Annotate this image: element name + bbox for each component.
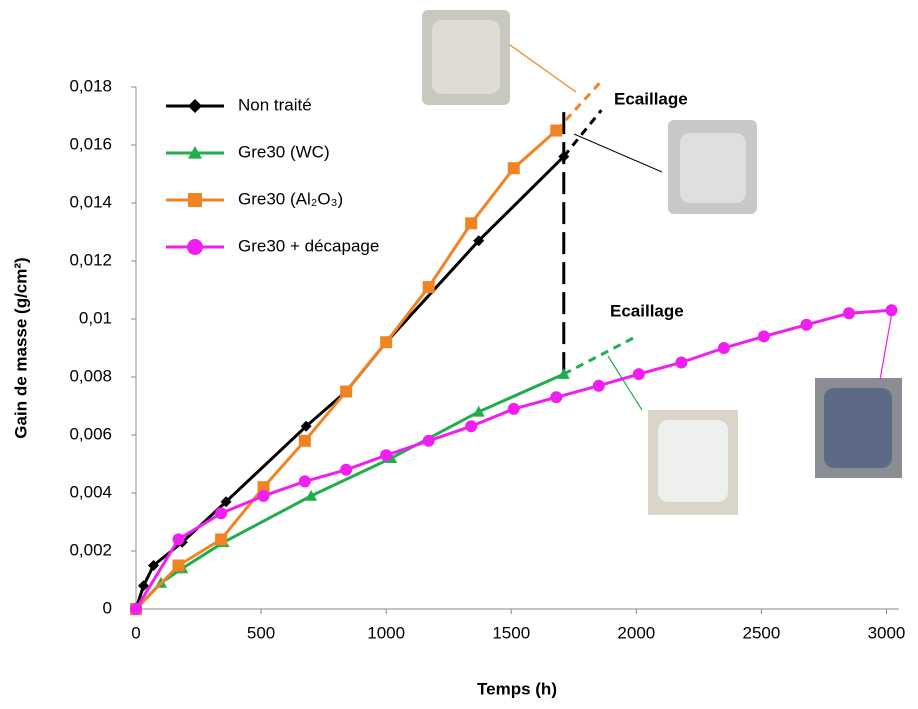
marker <box>422 281 435 294</box>
x-tick-label: 1500 <box>492 623 530 642</box>
legend-label: Gre30 (Al₂O₃) <box>238 189 343 208</box>
marker <box>257 481 270 494</box>
marker <box>340 463 353 476</box>
marker <box>298 475 311 488</box>
y-tick-label: 0,002 <box>69 540 112 559</box>
marker <box>340 385 353 398</box>
marker <box>257 489 270 502</box>
connector <box>879 311 893 381</box>
marker <box>300 420 312 432</box>
marker <box>130 603 142 615</box>
series-line <box>134 155 565 610</box>
marker <box>550 391 563 404</box>
x-tick-label: 0 <box>131 623 140 642</box>
marker <box>305 489 318 501</box>
connector <box>607 355 643 411</box>
y-tick-label: 0,014 <box>69 192 112 211</box>
sample-photo <box>824 388 892 468</box>
marker <box>473 235 485 247</box>
marker <box>717 342 730 354</box>
x-tick-label: 500 <box>247 623 275 642</box>
y-tick-label: 0 <box>103 598 112 617</box>
sample-photo <box>658 420 728 502</box>
y-tick-label: 0,01 <box>79 308 112 327</box>
marker <box>148 560 160 571</box>
marker <box>188 193 202 207</box>
marker <box>380 336 393 349</box>
marker <box>632 368 645 381</box>
y-tick-label: 0,016 <box>69 134 112 153</box>
y-tick-label: 0,018 <box>69 76 112 95</box>
extension-line <box>562 109 603 158</box>
marker <box>842 307 855 320</box>
x-axis-title: Temps (h) <box>477 679 557 698</box>
marker <box>187 239 203 255</box>
legend-label: Gre30 + décapage <box>238 236 379 255</box>
marker <box>800 318 813 331</box>
marker <box>172 559 185 572</box>
legend-label: Gre30 (WC) <box>238 142 330 161</box>
marker <box>220 496 232 508</box>
connector <box>573 133 663 173</box>
x-tick-label: 2000 <box>617 623 655 642</box>
marker <box>465 420 478 433</box>
series-line <box>134 372 565 611</box>
marker <box>472 405 485 417</box>
legend-label: Non traité <box>238 95 312 114</box>
series-line <box>134 308 892 610</box>
y-tick-label: 0,004 <box>69 482 112 501</box>
marker <box>757 330 770 343</box>
y-tick-label: 0,012 <box>69 250 112 269</box>
x-tick-label: 2500 <box>742 623 780 642</box>
marker <box>885 304 898 317</box>
marker <box>298 434 311 447</box>
marker <box>550 124 563 137</box>
sample-photo <box>680 133 746 203</box>
marker <box>558 151 570 163</box>
marker <box>422 434 435 447</box>
marker <box>188 99 202 113</box>
marker <box>380 449 393 462</box>
marker <box>215 533 228 546</box>
marker <box>507 402 520 415</box>
y-axis-title: Gain de masse (g/cm²) <box>11 257 30 438</box>
x-tick-label: 1000 <box>367 623 405 642</box>
extension-line <box>555 80 603 132</box>
marker <box>188 146 202 159</box>
annotation: Ecaillage <box>614 89 688 108</box>
extension-line <box>563 335 638 376</box>
marker <box>557 368 570 379</box>
y-tick-label: 0,008 <box>69 366 112 385</box>
marker <box>675 356 688 369</box>
sample-photo <box>432 20 500 94</box>
marker <box>215 507 228 520</box>
x-tick-label: 3000 <box>868 623 906 642</box>
y-tick-label: 0,006 <box>69 424 112 443</box>
marker <box>507 162 520 175</box>
marker <box>138 580 150 592</box>
marker <box>465 217 478 230</box>
marker <box>172 533 185 546</box>
marker <box>592 379 605 392</box>
connector <box>509 44 577 93</box>
annotation: Ecaillage <box>610 301 684 320</box>
